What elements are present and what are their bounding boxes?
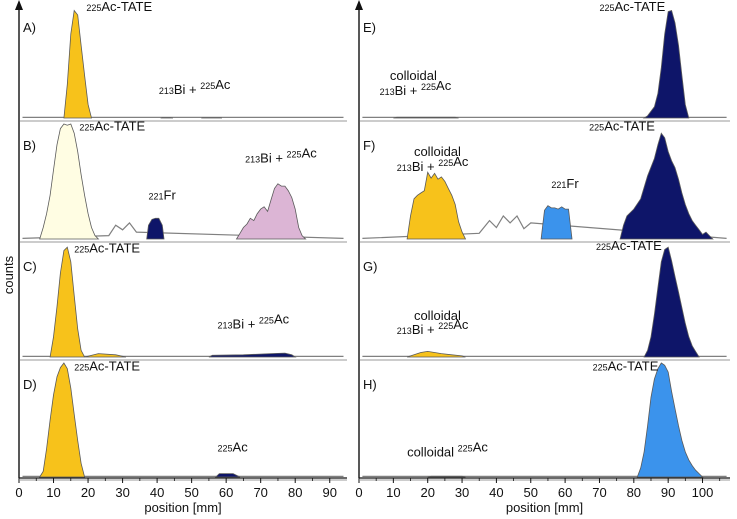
x-tick-label: 60 bbox=[219, 485, 233, 500]
peak-annotation: colloidal 225Ac bbox=[407, 439, 488, 459]
peak-annotation: colloidal bbox=[414, 308, 461, 323]
peak-tate-yellow-0 bbox=[406, 350, 466, 358]
peak-pale-yellow-0 bbox=[39, 123, 100, 240]
peak-navy-1 bbox=[643, 246, 700, 358]
peak-annotation: 225Ac-TATE bbox=[79, 119, 145, 134]
peak-light-blue-1 bbox=[636, 362, 704, 478]
peak-annotation: 225Ac-TATE bbox=[74, 240, 140, 255]
peak-pink-2 bbox=[235, 183, 307, 240]
peak-annotation: 221Fr bbox=[551, 176, 579, 191]
x-tick-label: 50 bbox=[184, 485, 198, 500]
peak-light-blue-1 bbox=[540, 205, 573, 240]
panel-c: C) 225Ac-TATE 213Bi + 225Ac bbox=[20, 240, 347, 361]
panel-b: B) 225Ac-TATE 221Fr 213Bi + 225Ac bbox=[20, 119, 347, 243]
panel-label: D) bbox=[23, 377, 37, 392]
x-tick-label: 100 bbox=[692, 485, 714, 500]
x-tick-label: 40 bbox=[150, 485, 164, 500]
panel-label: F) bbox=[363, 138, 375, 153]
peak-annotation: 225Ac-TATE bbox=[74, 359, 140, 374]
peak-tate-yellow-0 bbox=[406, 171, 467, 240]
panel-a: A) 225Ac-TATE 213Bi + 225Ac bbox=[20, 0, 347, 122]
x-tick-label: 90 bbox=[661, 485, 675, 500]
x-tick-label: 30 bbox=[115, 485, 129, 500]
panel-h: H) 225Ac-TATE colloidal 225Ac bbox=[360, 359, 730, 481]
baseline-trace bbox=[22, 221, 344, 239]
x-tick-label: 0 bbox=[355, 485, 362, 500]
x-tick-label: 50 bbox=[524, 485, 538, 500]
y-axis-arrow bbox=[15, 0, 23, 10]
x-tick-label: 70 bbox=[253, 485, 267, 500]
x-tick-label: 0 bbox=[15, 485, 22, 500]
peak-annotation: 225Ac-TATE bbox=[589, 119, 655, 134]
peak-navy-1 bbox=[146, 217, 165, 240]
peak-annotation: 225Ac-TATE bbox=[596, 238, 662, 253]
x-tick-label: 70 bbox=[592, 485, 606, 500]
x-tick-label: 60 bbox=[558, 485, 572, 500]
peak-navy-2 bbox=[619, 132, 714, 240]
x-tick-label: 90 bbox=[323, 485, 337, 500]
x-axis-label: position [mm] bbox=[506, 500, 583, 515]
x-tick-label: 30 bbox=[455, 485, 469, 500]
y-axis-arrow bbox=[355, 0, 363, 10]
x-tick-label: 20 bbox=[420, 485, 434, 500]
peak-annotation: 213Bi + 225Ac bbox=[397, 317, 469, 337]
x-tick-label: 20 bbox=[81, 485, 95, 500]
panels-layer: A) 225Ac-TATE 213Bi + 225Ac B) 225Ac-TATE 221… bbox=[20, 0, 730, 481]
peak-tate-yellow-0 bbox=[63, 9, 93, 119]
x-tick-label: 40 bbox=[489, 485, 503, 500]
x-tick-label: 10 bbox=[386, 485, 400, 500]
x-axis-label: position [mm] bbox=[144, 500, 221, 515]
peak-annotation: 213Bi + 225Ac bbox=[159, 77, 231, 97]
y-axis-label: counts bbox=[1, 255, 16, 294]
peak-annotation: 213Bi + 225Ac bbox=[397, 154, 469, 174]
peak-annotation: 225Ac-TATE bbox=[86, 0, 152, 14]
peak-annotation: colloidal bbox=[390, 68, 437, 83]
x-tick-label: 80 bbox=[288, 485, 302, 500]
peak-tate-yellow-0 bbox=[38, 362, 86, 478]
peak-navy-1 bbox=[642, 9, 690, 119]
x-tick-label: 10 bbox=[46, 485, 60, 500]
peak-annotation: 225Ac-TATE bbox=[593, 359, 659, 374]
peak-navy-1 bbox=[214, 473, 241, 478]
x-tick-label: 80 bbox=[627, 485, 641, 500]
peak-annotation: colloidal bbox=[414, 144, 461, 159]
panel-label: A) bbox=[23, 20, 36, 35]
peak-annotation: 221Fr bbox=[148, 188, 176, 203]
peak-tate-yellow-0 bbox=[49, 246, 127, 358]
peak-navy-1 bbox=[208, 352, 297, 358]
baseline-trace bbox=[362, 215, 727, 239]
peak-annotation: 213Bi + 225Ac bbox=[380, 78, 452, 98]
peak-tate-yellow-0 bbox=[393, 116, 459, 119]
peak-annotation: 213Bi + 225Ac bbox=[218, 311, 290, 331]
peak-annotation: 225Ac bbox=[218, 439, 249, 454]
peak-tate-yellow-0 bbox=[427, 475, 466, 478]
panel-d: D) 225Ac-TATE 225Ac bbox=[20, 359, 347, 481]
peak-annotation: 225Ac-TATE bbox=[599, 0, 665, 14]
panel-label: H) bbox=[363, 377, 377, 392]
panel-label: B) bbox=[23, 138, 36, 153]
panel-label: C) bbox=[23, 259, 37, 274]
panel-label: G) bbox=[363, 259, 377, 274]
panel-label: E) bbox=[363, 20, 376, 35]
peak-annotation: 213Bi + 225Ac bbox=[245, 146, 317, 166]
